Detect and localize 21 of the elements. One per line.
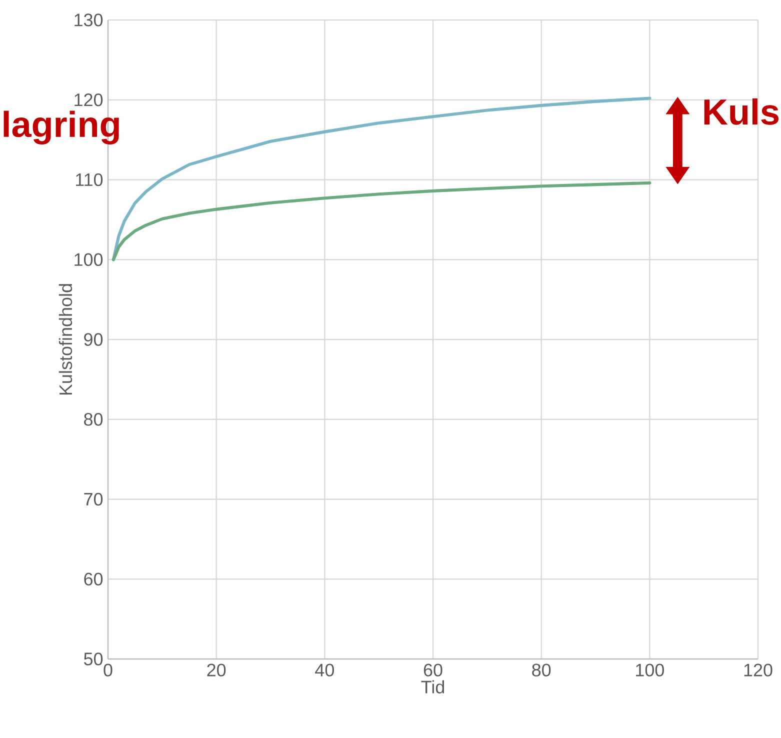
line-series — [112, 181, 652, 262]
y-axis-title: Kulstofindhold — [58, 284, 72, 395]
x-tick-label: 100 — [636, 664, 664, 676]
x-tick-label: 80 — [532, 664, 551, 676]
annotation: Kuls — [704, 98, 778, 125]
y-tick-label: 130 — [74, 14, 103, 26]
y-tick-label: 110 — [76, 173, 103, 186]
y-tick-label: 50 — [84, 652, 103, 666]
y-tick-label: 70 — [84, 492, 103, 506]
x-axis-title: Tid — [421, 680, 444, 694]
annotation: lagring — [4, 110, 119, 144]
x-tick-label: 40 — [315, 664, 334, 676]
x-tick-label: 120 — [744, 664, 772, 676]
y-tick-label: 90 — [84, 333, 103, 346]
y-tick-label: 80 — [84, 412, 103, 426]
y-tick-label: 60 — [84, 572, 103, 586]
x-tick-label: 20 — [207, 664, 226, 676]
x-tick-label: 0 — [104, 664, 112, 676]
y-tick-label: 120 — [74, 93, 103, 106]
x-tick-label: 60 — [424, 664, 442, 676]
y-tick-label: 100 — [74, 253, 103, 266]
